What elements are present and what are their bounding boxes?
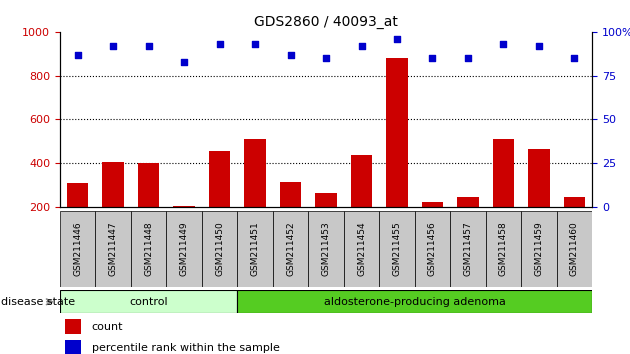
Bar	[238, 290, 592, 313]
Bar	[521, 211, 557, 287]
Point	[108, 43, 118, 49]
Bar	[486, 211, 521, 287]
Text: GSM211459: GSM211459	[534, 221, 544, 276]
Bar	[173, 206, 195, 207]
Bar	[450, 211, 486, 287]
Bar	[280, 182, 301, 207]
Text: GSM211458: GSM211458	[499, 221, 508, 276]
Bar	[379, 211, 415, 287]
Point	[570, 55, 580, 61]
Bar	[316, 193, 336, 207]
Point	[144, 43, 154, 49]
Bar	[131, 211, 166, 287]
Point	[498, 41, 508, 47]
Bar	[209, 151, 230, 207]
Bar	[138, 163, 159, 207]
Bar	[103, 162, 123, 207]
Point	[392, 36, 402, 42]
Point	[72, 52, 83, 57]
Bar	[166, 211, 202, 287]
Point	[250, 41, 260, 47]
Point	[534, 43, 544, 49]
Text: count: count	[92, 321, 123, 332]
Bar	[529, 149, 549, 207]
Text: GSM211453: GSM211453	[321, 221, 331, 276]
Text: GSM211451: GSM211451	[251, 221, 260, 276]
Bar	[422, 202, 443, 207]
Text: GSM211454: GSM211454	[357, 221, 366, 276]
Text: control: control	[129, 297, 168, 307]
Text: GSM211448: GSM211448	[144, 221, 153, 276]
Text: percentile rank within the sample: percentile rank within the sample	[92, 343, 280, 353]
Bar	[457, 197, 479, 207]
Bar	[344, 211, 379, 287]
Text: GSM211450: GSM211450	[215, 221, 224, 276]
Text: GSM211456: GSM211456	[428, 221, 437, 276]
Bar	[273, 211, 308, 287]
Bar	[493, 139, 514, 207]
Bar	[415, 211, 450, 287]
Bar	[386, 58, 408, 207]
Bar	[95, 211, 131, 287]
Text: GSM211452: GSM211452	[286, 221, 295, 276]
Bar	[60, 290, 238, 313]
Bar	[65, 319, 81, 334]
Bar	[202, 211, 238, 287]
Bar	[244, 139, 266, 207]
Text: aldosterone-producing adenoma: aldosterone-producing adenoma	[324, 297, 506, 307]
Point	[463, 55, 473, 61]
Text: GSM211449: GSM211449	[180, 221, 188, 276]
Bar	[351, 154, 372, 207]
Point	[285, 52, 295, 57]
Title: GDS2860 / 40093_at: GDS2860 / 40093_at	[254, 16, 398, 29]
Bar	[65, 340, 81, 354]
Point	[179, 59, 189, 64]
Point	[427, 55, 437, 61]
Bar	[60, 211, 95, 287]
Text: GSM211447: GSM211447	[108, 221, 118, 276]
Text: GSM211460: GSM211460	[570, 221, 579, 276]
Text: GSM211457: GSM211457	[464, 221, 472, 276]
Point	[321, 55, 331, 61]
Text: GSM211455: GSM211455	[392, 221, 401, 276]
Bar	[564, 197, 585, 207]
Bar	[557, 211, 592, 287]
Bar	[238, 211, 273, 287]
Point	[214, 41, 224, 47]
Point	[357, 43, 367, 49]
Text: disease state: disease state	[1, 297, 75, 307]
Text: GSM211446: GSM211446	[73, 221, 82, 276]
Bar	[67, 183, 88, 207]
Bar	[308, 211, 344, 287]
